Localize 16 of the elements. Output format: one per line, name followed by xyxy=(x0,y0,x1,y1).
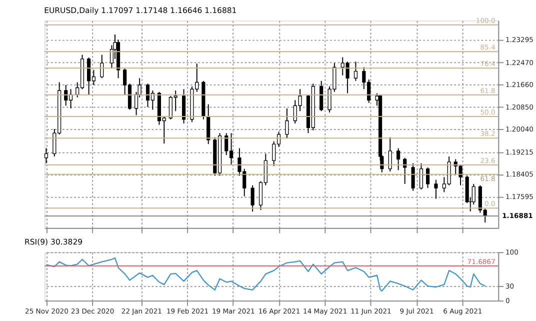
candlestick xyxy=(100,54,104,79)
candlestick xyxy=(396,148,400,171)
candlestick xyxy=(354,61,358,82)
candlestick xyxy=(388,136,392,172)
chart-title: EURUSD,Daily 1.17097 1.17148 1.16646 1.16881 xyxy=(44,6,237,16)
candlestick xyxy=(250,184,254,212)
chart-title: RSI(9) 30.3829 xyxy=(24,237,83,246)
candlestick xyxy=(285,108,289,140)
candlestick xyxy=(320,80,324,112)
candlestick xyxy=(206,104,210,145)
candlestick xyxy=(411,162,415,192)
candlestick xyxy=(44,148,48,164)
candlestick xyxy=(419,162,424,190)
candlestick xyxy=(182,88,186,124)
candlestick xyxy=(426,166,430,189)
candlestick xyxy=(434,179,438,200)
